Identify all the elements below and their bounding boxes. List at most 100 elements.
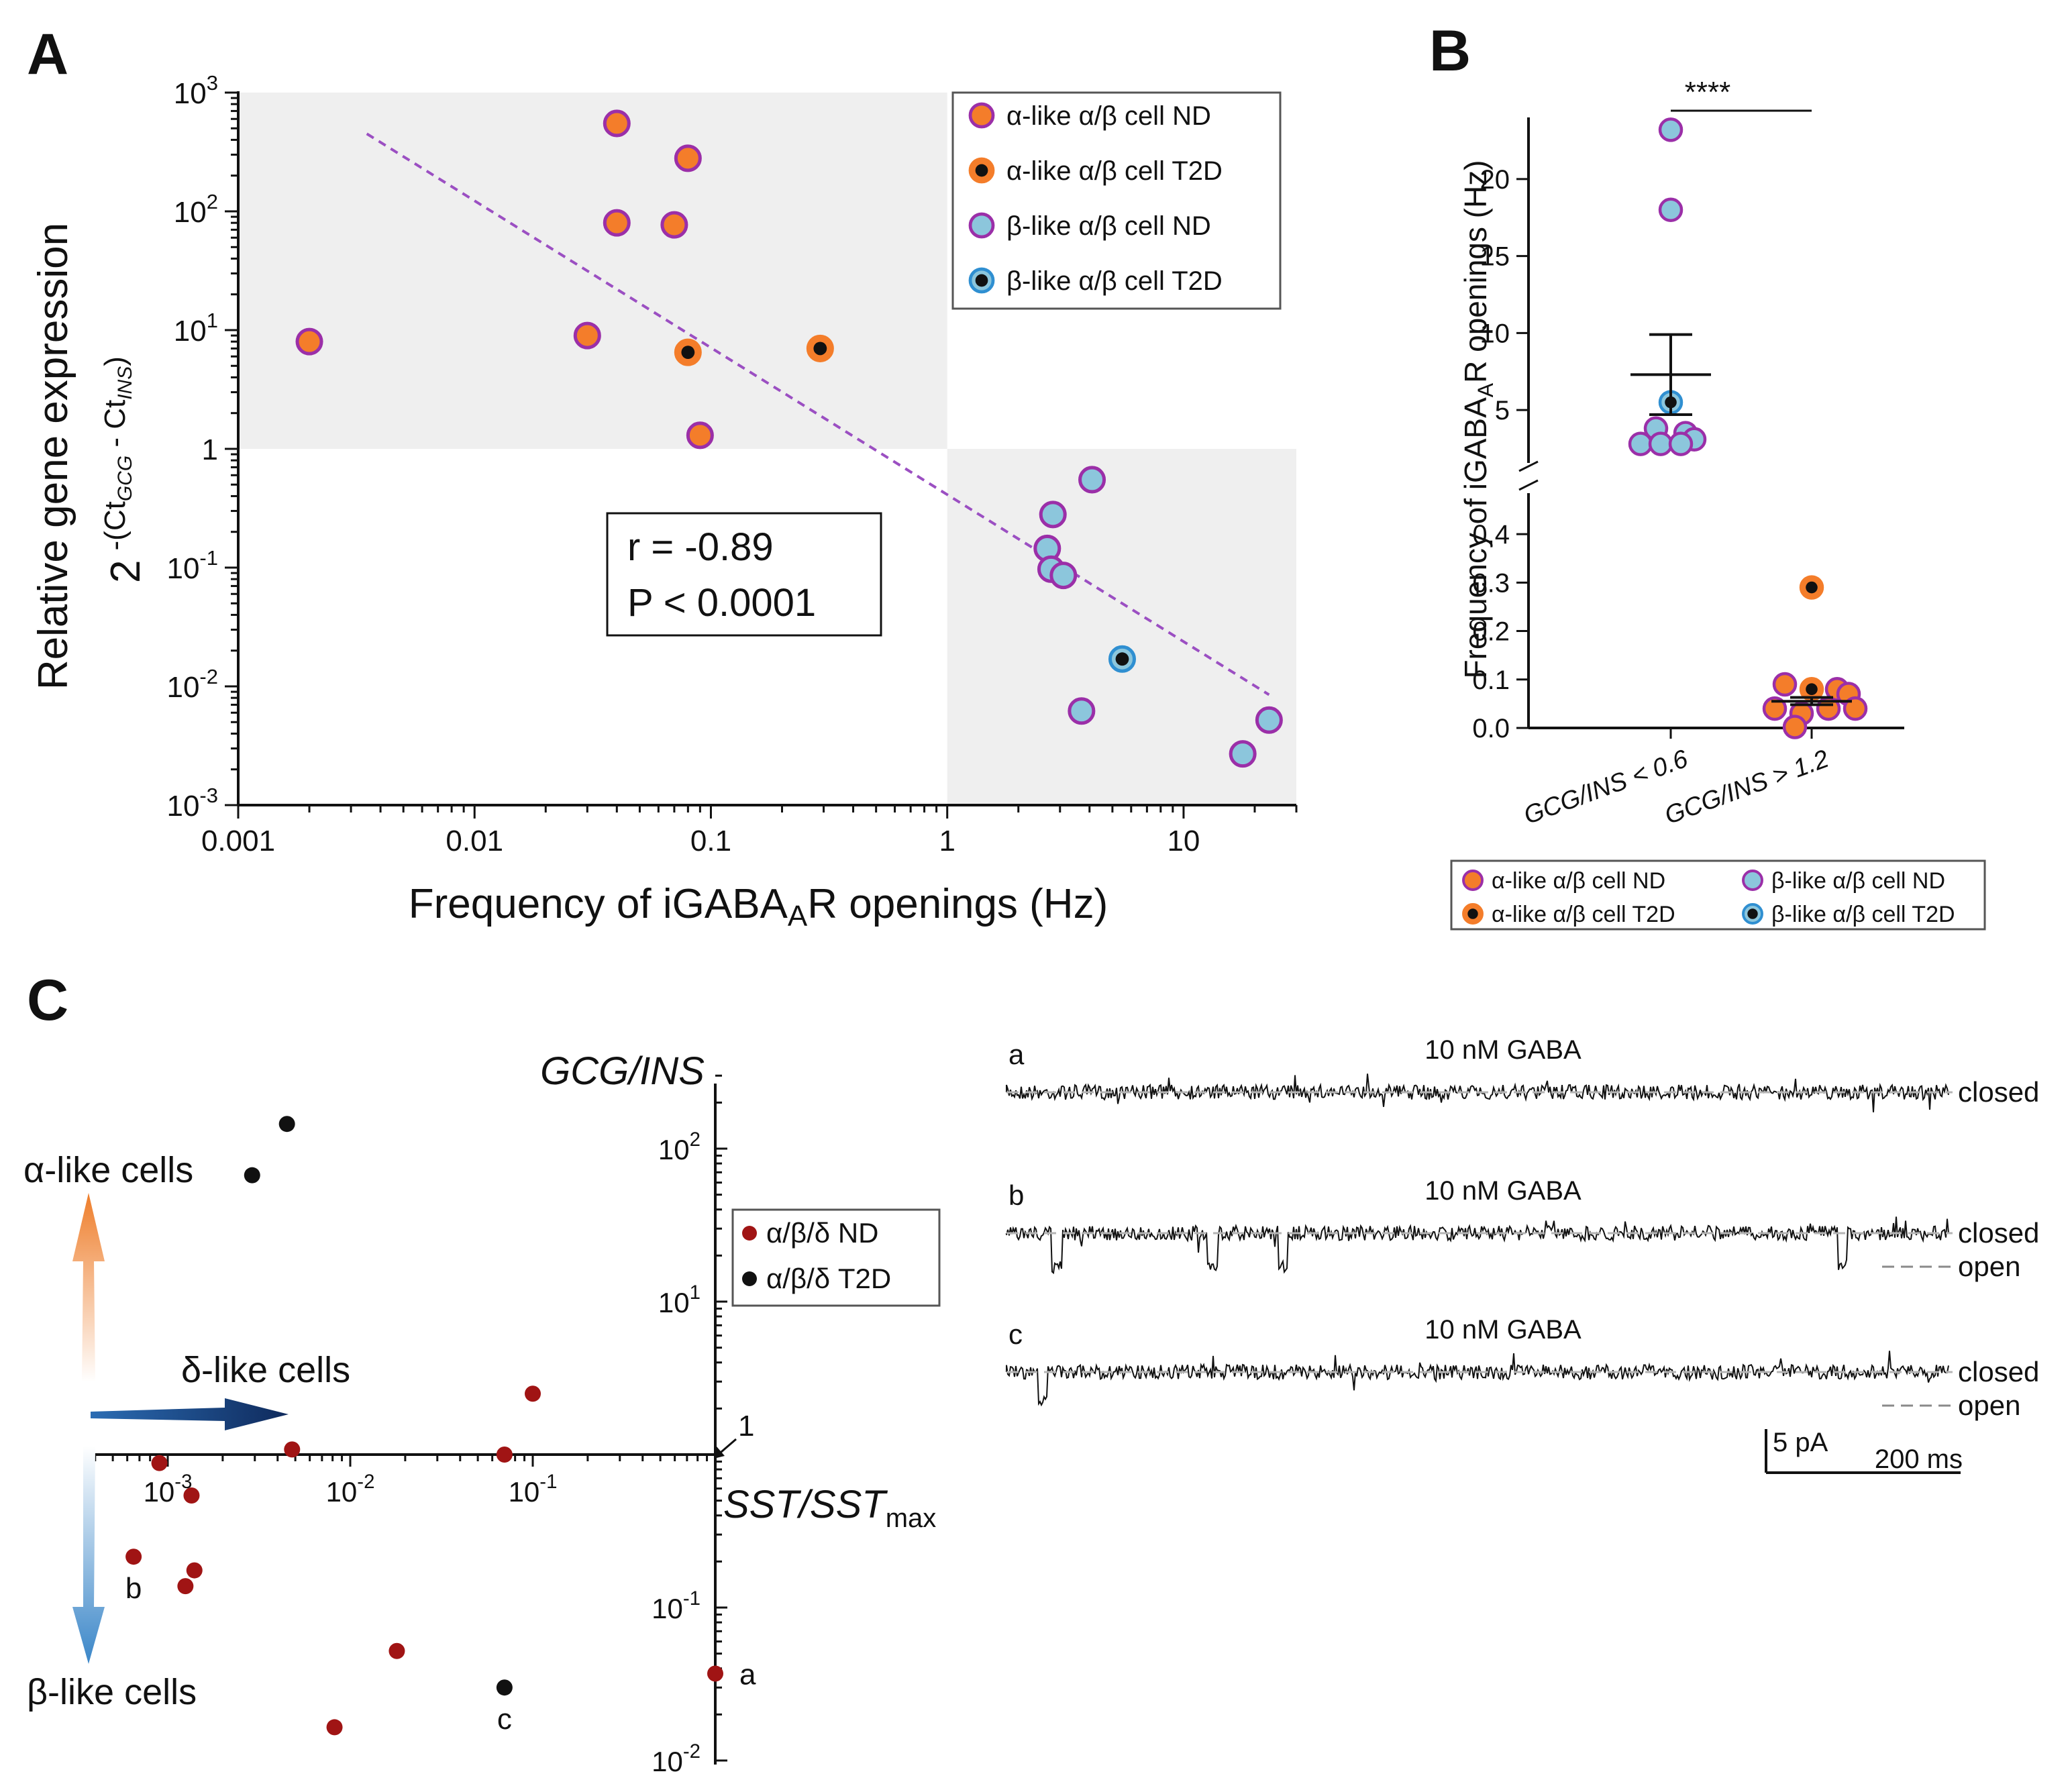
legend-label-alpha_t2d: α-like α/β cell T2D xyxy=(1006,156,1223,186)
legend-marker-beta_t2d-core xyxy=(1747,908,1758,919)
point-beta_nd-disc xyxy=(1658,197,1684,222)
panel-label-c: C xyxy=(27,968,68,1033)
point-alpha_nd xyxy=(674,144,702,172)
point-nd xyxy=(125,1549,142,1565)
point-alpha_nd xyxy=(1772,672,1798,697)
legend-marker-alpha_t2d-core xyxy=(1467,908,1478,919)
delta-arrow xyxy=(91,1398,289,1430)
alpha-like-label: α-like cells xyxy=(23,1150,193,1190)
point-t2d xyxy=(244,1167,260,1184)
point-alpha_t2d xyxy=(1799,575,1824,600)
trace-a: a 10 nM GABA closed xyxy=(1006,1035,2039,1112)
current-trace xyxy=(1006,1351,1949,1407)
panel-a-legend xyxy=(951,91,1282,310)
beta-like-label: β-like cells xyxy=(27,1672,197,1712)
x-tick-label: 10-2 xyxy=(326,1471,375,1508)
point-beta_nd xyxy=(1049,562,1078,590)
delta-like-label: δ-like cells xyxy=(181,1350,350,1390)
point-alpha_nd xyxy=(603,209,631,237)
point-beta_nd-disc xyxy=(1078,466,1106,494)
point-alpha_nd-disc xyxy=(603,109,631,138)
x-tick-label: 10 xyxy=(1167,825,1200,857)
origin-arrow-head xyxy=(714,1447,725,1459)
point-alpha_nd-disc xyxy=(295,327,323,356)
point-beta_t2d xyxy=(1108,645,1137,673)
trace-letter-b: b xyxy=(1008,1179,1024,1211)
point-beta_nd xyxy=(1658,197,1684,222)
y-tick-label: 15 xyxy=(1480,242,1510,272)
current-trace xyxy=(1006,1216,1949,1275)
y-tick-label: 102 xyxy=(174,190,218,229)
y-tick-label: 103 xyxy=(174,71,218,110)
point-nd xyxy=(326,1719,343,1736)
panel-a-y-axis-label: Relative gene expression xyxy=(30,223,76,690)
legend-label-t2d: α/β/δ T2D xyxy=(766,1263,891,1294)
point-nd xyxy=(496,1447,513,1463)
panel-c-x-axis-label: SST/SSTmax xyxy=(723,1483,936,1533)
trace-title: 10 nM GABA xyxy=(1424,1035,1582,1065)
point-beta_nd xyxy=(1658,117,1684,142)
y-tick-label: 5 xyxy=(1495,396,1510,425)
y-tick-label: 101 xyxy=(658,1281,701,1318)
panel-a-x-axis-label: Frequency of iGABAAR openings (Hz) xyxy=(409,881,1108,933)
point-beta_nd xyxy=(1648,431,1673,456)
legend-marker-alpha_t2d xyxy=(1462,903,1484,925)
point-alpha_nd-disc xyxy=(1782,715,1808,739)
point-alpha_t2d-core xyxy=(681,346,695,360)
point-beta_nd-disc xyxy=(1068,697,1096,725)
point-t2d xyxy=(278,1116,295,1133)
x-tick-label: 0.1 xyxy=(690,825,731,857)
point-alpha_nd-disc xyxy=(1843,696,1868,721)
x-tick-label: 1 xyxy=(939,825,955,857)
panel-a-y-axis-formula: 2-(CtGCG - CtINS) xyxy=(99,356,149,583)
y-tick-label: 102 xyxy=(658,1129,701,1165)
legend-label-beta_nd: β-like α/β cell ND xyxy=(1771,868,1945,894)
trace-title: 10 nM GABA xyxy=(1424,1315,1582,1345)
point-alpha_nd-disc xyxy=(1772,672,1798,697)
legend-label-nd: α/β/δ ND xyxy=(766,1217,879,1249)
panel-b-y-axis-label: Frequency of iGABAAR openings (Hz) xyxy=(1458,160,1498,678)
point-beta_nd-disc xyxy=(1668,431,1694,456)
point-alpha_nd xyxy=(1762,696,1788,721)
y-tick-label: 10-1 xyxy=(652,1587,701,1624)
correlation-r: r = -0.89 xyxy=(627,525,774,569)
legend-marker-beta_t2d-core xyxy=(975,274,988,287)
point-label-a: a xyxy=(739,1658,756,1691)
point-beta_nd xyxy=(1628,431,1653,456)
point-alpha_t2d xyxy=(806,334,834,362)
point-alpha_t2d xyxy=(674,338,702,366)
point-beta_t2d-core xyxy=(1115,652,1129,666)
point-nd xyxy=(389,1642,405,1659)
legend-marker-alpha_nd-disc xyxy=(1462,870,1484,891)
legend-marker-t2d xyxy=(742,1271,757,1286)
legend-label-alpha_nd: α-like α/β cell ND xyxy=(1492,868,1665,894)
legend-marker-beta_t2d xyxy=(1742,903,1763,925)
point-alpha_nd xyxy=(573,321,601,350)
legend-marker-beta_nd xyxy=(1742,870,1763,891)
legend-marker-beta_nd-disc xyxy=(1742,870,1763,891)
y-tick-label: 20 xyxy=(1480,165,1510,195)
legend-label-beta_t2d: β-like α/β cell T2D xyxy=(1771,902,1955,927)
x-tick-label: 10-1 xyxy=(509,1471,558,1508)
legend-label-beta_t2d: β-like α/β cell T2D xyxy=(1006,266,1223,296)
legend-label-beta_nd: β-like α/β cell ND xyxy=(1006,211,1211,241)
legend-marker-alpha_t2d xyxy=(968,157,995,184)
point-beta_nd xyxy=(1668,431,1694,456)
closed-label: closed xyxy=(1958,1217,2039,1249)
point-nd xyxy=(177,1578,194,1595)
point-alpha_nd-disc xyxy=(674,144,702,172)
y-tick-label: 0.3 xyxy=(1472,568,1510,598)
x-tick-label: 10-3 xyxy=(144,1471,193,1508)
point-beta_nd-disc xyxy=(1039,501,1067,529)
panel-b-legend xyxy=(1450,859,1986,931)
point-alpha_t2d-core xyxy=(1806,581,1818,594)
closed-label: closed xyxy=(1958,1076,2039,1108)
point-alpha_nd-disc xyxy=(686,421,714,450)
panel-c-y-axis-label: GCG/INS xyxy=(540,1049,705,1093)
point-alpha_nd-disc xyxy=(660,211,688,239)
legend-marker-alpha_nd xyxy=(1462,870,1484,891)
alpha-arrow xyxy=(72,1193,105,1382)
